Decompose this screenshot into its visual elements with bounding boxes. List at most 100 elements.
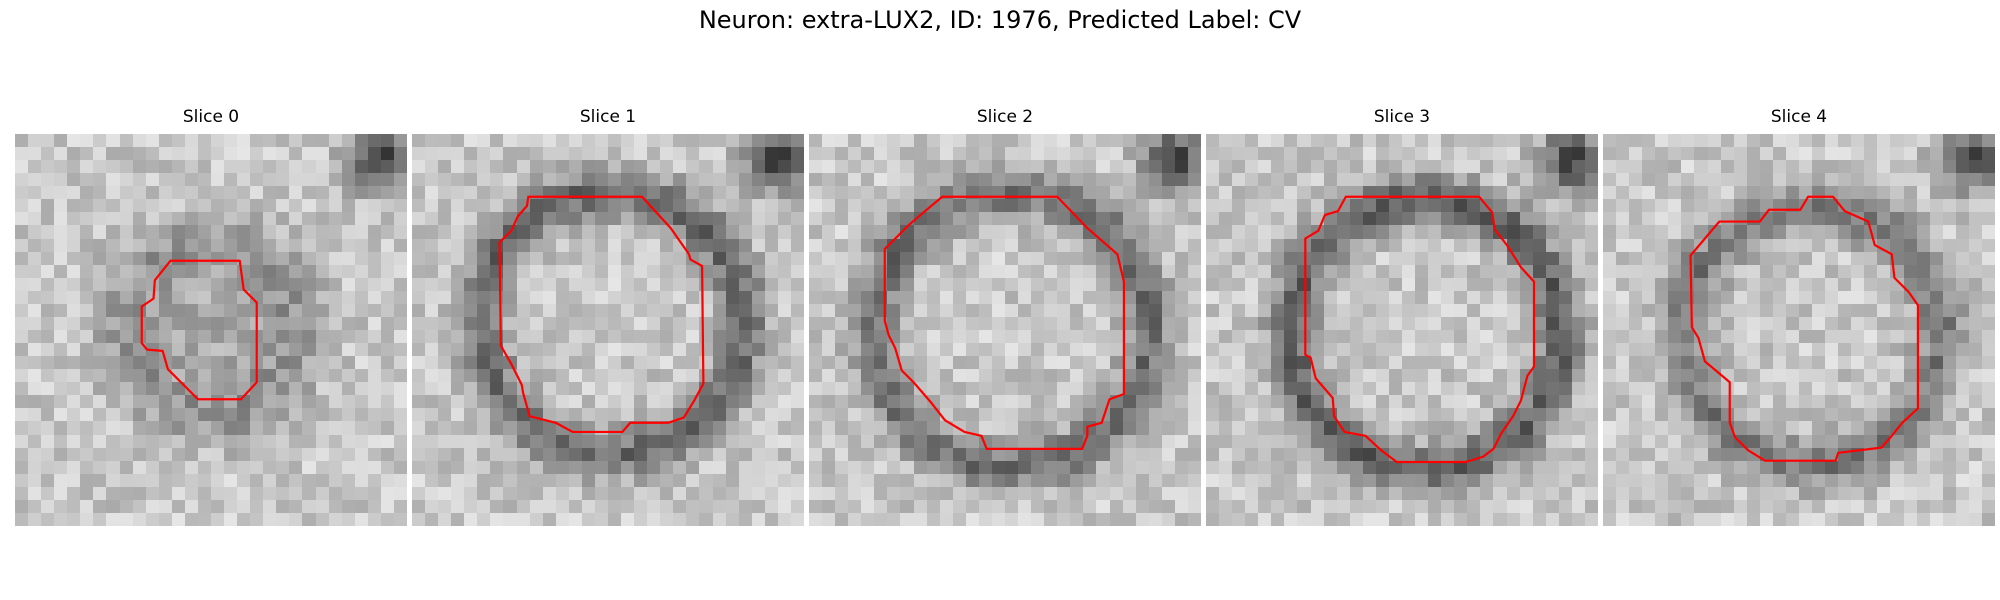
pixel xyxy=(263,408,277,422)
pixel xyxy=(464,382,478,396)
pixel xyxy=(158,212,172,226)
pixel xyxy=(1174,460,1188,474)
pixel xyxy=(184,460,198,474)
pixel xyxy=(106,408,120,422)
pixel xyxy=(542,147,556,161)
pixel xyxy=(237,473,251,487)
pixel xyxy=(1258,225,1272,239)
pixel xyxy=(978,447,992,461)
pixel xyxy=(1532,408,1546,422)
pixel xyxy=(1558,512,1572,526)
pixel xyxy=(210,277,225,291)
pixel xyxy=(1571,186,1585,200)
pixel xyxy=(15,421,29,435)
pixel xyxy=(1532,225,1546,239)
pixel xyxy=(1161,251,1175,265)
pixel xyxy=(490,395,504,409)
pixel xyxy=(777,473,791,487)
pixel xyxy=(1981,329,1995,344)
pixel xyxy=(542,303,556,317)
pixel xyxy=(1297,160,1311,174)
pixel xyxy=(1232,395,1246,409)
pixel xyxy=(861,199,875,213)
pixel xyxy=(1603,134,1617,148)
pixel xyxy=(54,512,68,526)
pixel xyxy=(1109,356,1123,370)
pixel xyxy=(503,277,517,291)
pixel xyxy=(1031,421,1045,435)
pixel xyxy=(210,329,225,344)
pixel xyxy=(1070,343,1084,357)
pixel xyxy=(367,395,381,409)
pixel xyxy=(581,369,595,383)
pixel xyxy=(1493,290,1507,304)
pixel xyxy=(1694,251,1708,265)
pixel xyxy=(237,499,251,513)
pixel xyxy=(250,225,264,239)
pixel xyxy=(725,173,739,187)
pixel xyxy=(1558,186,1572,200)
pixel xyxy=(1668,382,1682,396)
pixel xyxy=(1454,356,1468,370)
pixel xyxy=(939,499,953,513)
segmentation-contour xyxy=(1206,134,1598,526)
pixel xyxy=(1109,173,1123,187)
pixel xyxy=(67,316,81,330)
pixel xyxy=(1746,147,1760,161)
pixel xyxy=(1258,408,1272,422)
pixel xyxy=(529,434,543,448)
pixel xyxy=(1083,447,1097,461)
pixel xyxy=(289,473,303,487)
pixel xyxy=(451,225,465,239)
pixel xyxy=(80,460,94,474)
pixel xyxy=(1603,421,1617,435)
pixel xyxy=(1375,486,1389,500)
pixel xyxy=(106,473,120,487)
pixel xyxy=(80,225,94,239)
pixel xyxy=(1746,473,1760,487)
pixel xyxy=(978,160,992,174)
pixel xyxy=(809,329,823,344)
pixel xyxy=(952,134,966,148)
pixel xyxy=(1785,264,1799,278)
pixel xyxy=(835,186,849,200)
pixel xyxy=(289,382,303,396)
pixel xyxy=(1798,447,1813,461)
pixel xyxy=(1759,277,1773,291)
pixel xyxy=(1694,408,1708,422)
pixel xyxy=(380,499,394,513)
pixel xyxy=(1942,173,1956,187)
pixel xyxy=(1558,290,1572,304)
pixel xyxy=(1558,447,1572,461)
pixel xyxy=(848,499,862,513)
pixel xyxy=(1349,369,1363,383)
pixel xyxy=(1812,512,1826,526)
pixel xyxy=(1707,225,1721,239)
pixel xyxy=(380,447,394,461)
pixel xyxy=(1349,251,1363,265)
pixel xyxy=(15,512,29,526)
pixel xyxy=(237,460,251,474)
pixel xyxy=(28,264,42,278)
pixel xyxy=(874,382,888,396)
pixel xyxy=(1772,512,1786,526)
pixel xyxy=(1428,408,1442,422)
pixel xyxy=(1206,356,1220,370)
pixel xyxy=(1812,134,1826,148)
pixel xyxy=(1467,421,1481,435)
pixel xyxy=(1388,212,1402,226)
pixel xyxy=(438,277,452,291)
pixel xyxy=(1454,147,1468,161)
pixel xyxy=(328,199,342,213)
pixel xyxy=(621,303,635,317)
pixel xyxy=(1232,343,1246,357)
pixel xyxy=(1571,160,1585,174)
pixel xyxy=(15,186,29,200)
pixel xyxy=(54,225,68,239)
pixel xyxy=(809,303,823,317)
pixel xyxy=(438,212,452,226)
pixel xyxy=(1864,160,1878,174)
pixel xyxy=(315,160,329,174)
pixel xyxy=(822,160,836,174)
pixel xyxy=(451,473,465,487)
